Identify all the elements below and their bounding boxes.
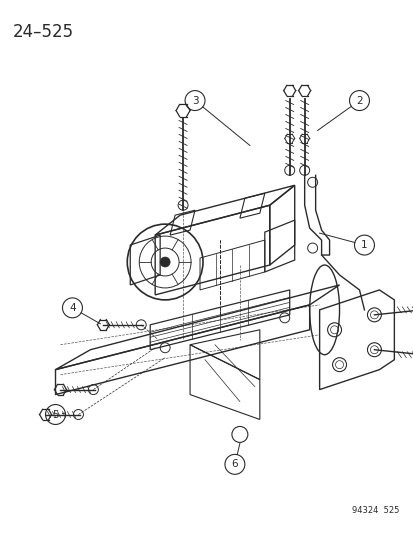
- Text: 4: 4: [69, 303, 76, 313]
- Text: 24–525: 24–525: [13, 23, 74, 41]
- Text: 5: 5: [52, 409, 59, 419]
- Text: 1: 1: [360, 240, 367, 250]
- Text: 2: 2: [355, 95, 362, 106]
- Text: 3: 3: [191, 95, 198, 106]
- Text: 6: 6: [231, 459, 237, 470]
- Circle shape: [160, 257, 170, 267]
- Text: 94324  525: 94324 525: [351, 506, 399, 515]
